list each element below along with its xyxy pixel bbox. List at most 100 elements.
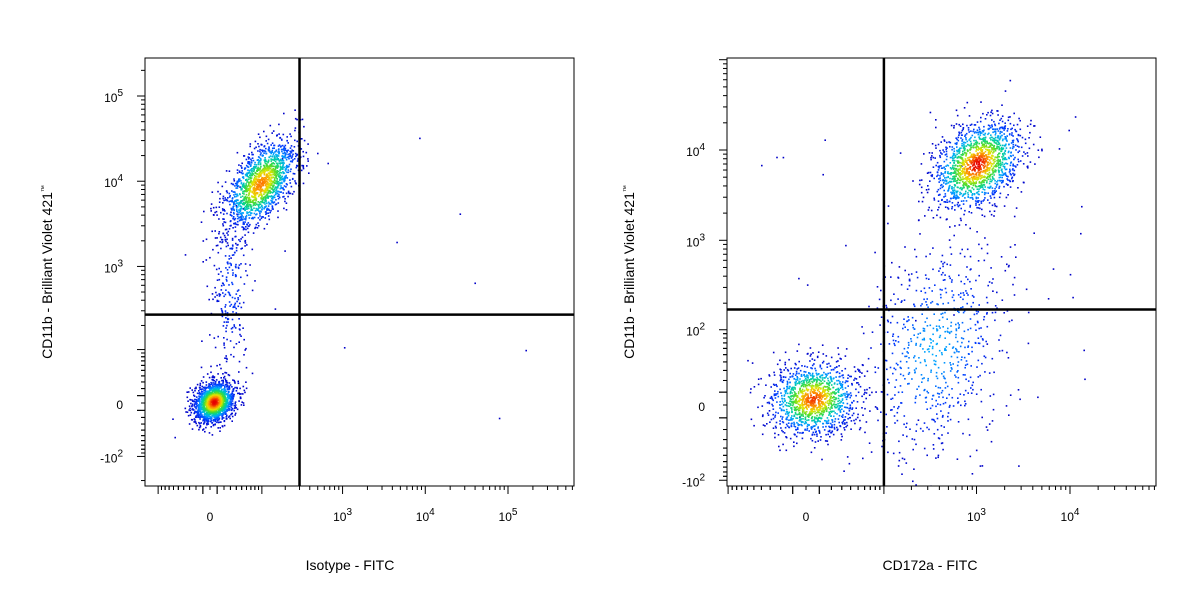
- event-dot: [927, 306, 929, 308]
- x-tick-label: 104: [416, 507, 435, 524]
- event-dot: [786, 425, 789, 427]
- event-dot: [973, 124, 976, 126]
- event-dot: [900, 367, 902, 370]
- event-dot: [257, 201, 259, 203]
- y-tick-label: 0: [116, 398, 123, 412]
- event-dot: [774, 432, 776, 435]
- event-dot: [909, 279, 911, 282]
- event-dot: [790, 367, 792, 370]
- event-dot: [949, 141, 952, 144]
- event-dot: [236, 386, 238, 389]
- event-dot: [213, 214, 215, 216]
- event-dot: [865, 392, 868, 394]
- event-dot: [263, 173, 266, 176]
- event-dot: [287, 171, 290, 174]
- event-dot: [205, 402, 208, 404]
- event-dot: [968, 340, 970, 343]
- event-dot: [297, 157, 299, 160]
- event-dot: [881, 445, 883, 448]
- event-dot: [236, 408, 239, 411]
- event-dot: [287, 195, 289, 198]
- event-dot: [227, 394, 230, 397]
- event-dot: [899, 152, 902, 154]
- event-dot: [977, 207, 980, 209]
- event-dot: [212, 382, 214, 384]
- event-dot: [234, 327, 237, 329]
- event-dot: [802, 431, 804, 434]
- event-dot: [966, 292, 968, 294]
- event-dot: [228, 408, 231, 410]
- event-dot: [812, 431, 815, 434]
- event-dot: [278, 150, 280, 153]
- event-dot: [257, 195, 260, 198]
- event-dot: [231, 200, 233, 202]
- event-dot: [894, 303, 897, 305]
- event-dot: [957, 376, 960, 379]
- event-dot: [287, 156, 290, 158]
- event-dot: [1009, 246, 1012, 248]
- event-dot: [250, 160, 253, 162]
- event-dot: [267, 172, 270, 174]
- event-dot: [202, 381, 204, 384]
- event-dot: [193, 404, 195, 407]
- event-dot: [1009, 122, 1012, 125]
- event-dot: [925, 301, 927, 303]
- event-dot: [970, 130, 972, 132]
- event-dot: [795, 363, 797, 366]
- event-dot: [857, 368, 859, 371]
- event-dot: [954, 225, 956, 227]
- event-dot: [213, 264, 216, 267]
- event-dot: [817, 351, 820, 353]
- event-dot: [775, 383, 777, 386]
- event-dot: [781, 418, 783, 420]
- event-dot: [271, 149, 274, 152]
- event-dot: [264, 195, 266, 198]
- event-dot: [892, 339, 895, 342]
- event-dot: [842, 420, 844, 423]
- event-dot: [795, 435, 798, 438]
- event-dot: [267, 201, 270, 204]
- event-dot: [232, 211, 235, 214]
- event-dot: [203, 422, 205, 424]
- event-dot: [228, 192, 231, 195]
- event-dot: [1069, 273, 1072, 276]
- event-dot: [269, 195, 272, 198]
- event-dot: [281, 139, 283, 141]
- event-dot: [249, 184, 251, 187]
- event-dot: [214, 382, 217, 385]
- event-dot: [235, 242, 237, 245]
- event-dot: [1007, 119, 1010, 122]
- event-dot: [265, 186, 268, 188]
- event-dot: [260, 152, 262, 154]
- event-dot: [1018, 150, 1021, 152]
- event-dot: [929, 171, 932, 174]
- event-dot: [262, 183, 265, 185]
- event-dot: [901, 300, 903, 302]
- event-dot: [257, 143, 259, 145]
- event-dot: [908, 319, 910, 321]
- event-dot: [257, 217, 260, 219]
- event-dot: [288, 157, 290, 160]
- event-dot: [230, 263, 232, 265]
- event-dot: [951, 279, 953, 281]
- event-dot: [272, 159, 274, 161]
- event-dot: [244, 195, 247, 198]
- event-dot: [281, 158, 284, 160]
- event-dot: [939, 293, 942, 296]
- event-dot: [265, 163, 268, 165]
- event-dot: [273, 196, 276, 199]
- event-dot: [201, 416, 203, 418]
- event-dot: [206, 422, 209, 424]
- event-dot: [254, 167, 257, 169]
- event-dot: [1019, 160, 1022, 162]
- event-dot: [977, 260, 980, 262]
- event-dot: [993, 128, 995, 130]
- event-dot: [811, 367, 813, 370]
- event-dot: [224, 383, 227, 386]
- event-dot: [294, 117, 297, 120]
- event-dot: [263, 180, 265, 183]
- event-dot: [977, 337, 980, 339]
- event-dot: [273, 184, 275, 186]
- event-dot: [254, 204, 257, 206]
- event-dot: [225, 405, 228, 408]
